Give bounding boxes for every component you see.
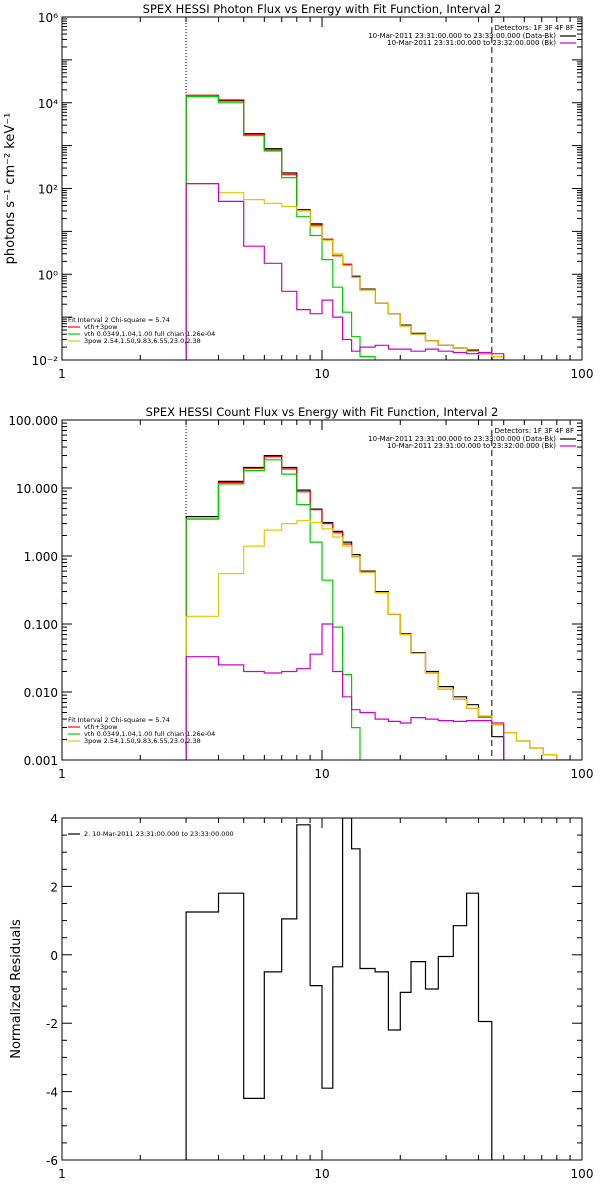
legend-entry: 10-Mar-2011 23:31:00.000 to 23:32:00.000… xyxy=(387,442,556,450)
chart-2: SPEX HESSI Count Flux vs Energy with Fit… xyxy=(8,405,593,781)
legend-header: Detectors: 1F 3F 4F 8F xyxy=(495,24,574,32)
series-bk xyxy=(185,183,505,360)
legend-left: 2. 10-Mar-2011 23:31:00.000 to 23:33:00.… xyxy=(68,830,234,838)
series-vth-3pow xyxy=(185,94,505,360)
y-tick-label: 10⁴ xyxy=(38,97,58,111)
legend-entry: 10-Mar-2011 23:31:00.000 to 23:32:00.000… xyxy=(387,39,556,47)
y-tick-label: -6 xyxy=(46,1154,58,1168)
y-tick-label: 10.000 xyxy=(16,482,58,496)
y-tick-label: 10⁶ xyxy=(38,11,58,25)
chart-3: 1 10 100 -6 -4 -2 0 2 4 Normalized Residuals 2. 10… xyxy=(9,812,593,1181)
series-residuals xyxy=(185,818,493,1160)
x-tick-label: 10 xyxy=(314,367,329,381)
y-tick-label: 10⁻² xyxy=(32,354,59,368)
axis-ticks xyxy=(61,17,582,361)
legend-entry: 2. 10-Mar-2011 23:31:00.000 to 23:33:00.… xyxy=(84,830,234,838)
series-data-bk xyxy=(185,455,505,760)
legend-left: Fit Interval 2 Chi-square = 5.74vth+3pow… xyxy=(68,716,215,745)
y-tick-label: 0 xyxy=(50,949,58,963)
series-3pow xyxy=(185,520,571,760)
legend-entry: vth+3pow xyxy=(84,323,118,331)
series-data-bk xyxy=(185,95,505,360)
x-tick-label: 1 xyxy=(58,767,66,781)
legend-entry: vth+3pow xyxy=(84,723,118,731)
y-tick-label: 10² xyxy=(38,183,58,197)
y-tick-label: 100.000 xyxy=(8,414,58,428)
legend-entry: 10-Mar-2011 23:31:00.000 to 23:33:00.000… xyxy=(368,32,556,40)
y-tick-label: 0.100 xyxy=(24,618,58,632)
series-vth xyxy=(185,459,361,760)
plot-frame xyxy=(61,16,583,361)
x-tick-label: 100 xyxy=(571,367,594,381)
y-axis-label: Normalized Residuals xyxy=(9,919,24,1059)
legend-entry: vth 0.0349,1.04,1.00 full chian 1.26e-04 xyxy=(84,730,215,738)
x-tick-label: 100 xyxy=(571,767,594,781)
legend-entry: 3pow 2.54,1.50,9.83,6.55,23.0,2.38 xyxy=(84,337,201,345)
series-vth-3pow xyxy=(185,456,571,760)
legend-entry: vth 0.0349,1.04,1.00 full chian 1.26e-04 xyxy=(84,330,215,338)
axis-ticks xyxy=(61,817,582,1161)
y-axis-label: photons s⁻¹ cm⁻² keV⁻¹ xyxy=(3,113,18,265)
chart-1: SPEX HESSI Photon Flux vs Energy with Fi… xyxy=(3,2,593,381)
legend-header: Detectors: 1F 3F 4F 8F xyxy=(495,427,574,435)
y-tick-label: 4 xyxy=(50,812,58,826)
chart-title: SPEX HESSI Count Flux vs Energy with Fit… xyxy=(146,405,499,419)
y-tick-label: 0.001 xyxy=(24,754,58,768)
x-tick-label: 100 xyxy=(571,1167,594,1181)
series-bk xyxy=(185,623,505,760)
axis-ticks xyxy=(61,420,582,761)
plot-frame xyxy=(61,817,583,1161)
legend-entry: 10-Mar-2011 23:31:00.000 to 23:33:00.000… xyxy=(368,435,556,443)
y-tick-label: 2 xyxy=(50,880,58,894)
y-tick-label: 1.000 xyxy=(24,550,58,564)
y-tick-label: -2 xyxy=(46,1017,58,1031)
series-group xyxy=(185,455,571,760)
legend-left: Fit Interval 2 Chi-square = 5.74vth+3pow… xyxy=(68,316,215,345)
series-group xyxy=(185,818,493,1160)
legend-header: Fit Interval 2 Chi-square = 5.74 xyxy=(68,716,170,724)
x-tick-label: 10 xyxy=(314,767,329,781)
legend-entry: 3pow 2.54,1.50,9.83,6.55,23.0,2.38 xyxy=(84,737,201,745)
x-tick-label: 1 xyxy=(58,1167,66,1181)
y-tick-label: 10⁰ xyxy=(38,268,58,282)
x-tick-label: 1 xyxy=(58,367,66,381)
plot-frame xyxy=(61,419,583,761)
y-tick-label: -4 xyxy=(46,1086,58,1100)
y-tick-label: 0.010 xyxy=(24,686,58,700)
legend-header: Fit Interval 2 Chi-square = 5.74 xyxy=(68,316,170,324)
chart-title: SPEX HESSI Photon Flux vs Energy with Fi… xyxy=(143,2,502,16)
x-tick-label: 10 xyxy=(314,1167,329,1181)
series-group xyxy=(185,94,505,360)
series-3pow xyxy=(185,183,505,360)
